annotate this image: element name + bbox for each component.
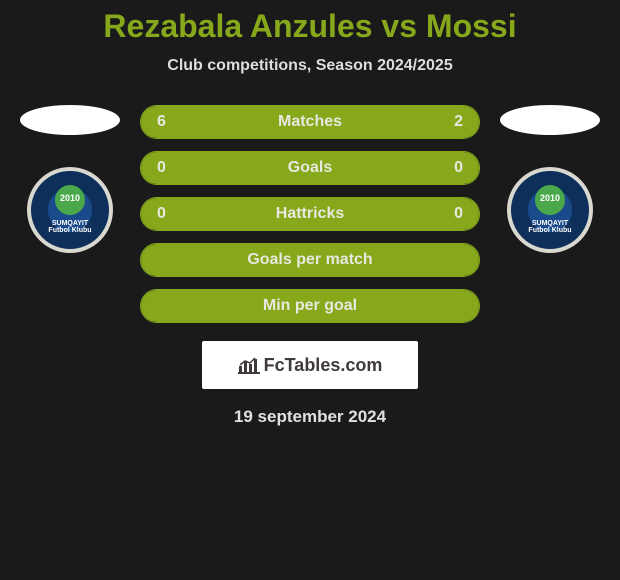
badge-year-right: 2010	[540, 193, 560, 203]
player-left-avatar-placeholder	[20, 105, 120, 135]
bar-mpg-label: Min per goal	[263, 297, 357, 315]
bar-hattricks-val-right: 0	[454, 205, 463, 223]
bar-matches-val-right: 2	[454, 113, 463, 131]
subtitle: Club competitions, Season 2024/2025	[0, 57, 620, 75]
watermark-text: FcTables.com	[264, 355, 383, 376]
player-left-club-badge: 2010 SUMQAYIT Futbol Klubu	[27, 167, 113, 253]
bar-matches-fill-right	[395, 106, 480, 138]
bar-goals-val-left: 0	[157, 159, 166, 177]
bar-gpm-label: Goals per match	[247, 251, 372, 269]
bar-hattricks-val-left: 0	[157, 205, 166, 223]
badge-year-left: 2010	[60, 193, 80, 203]
bar-goals-label: Goals	[288, 159, 332, 177]
bar-hattricks: 0 Hattricks 0	[140, 197, 480, 231]
bar-min-per-goal: Min per goal	[140, 289, 480, 323]
player-right-col: 2010 SUMQAYIT Futbol Klubu	[500, 105, 600, 253]
badge-text-left: SUMQAYIT Futbol Klubu	[48, 220, 91, 235]
bar-goals: 0 Goals 0	[140, 151, 480, 185]
watermark: FcTables.com	[202, 341, 418, 389]
player-right-avatar-placeholder	[500, 105, 600, 135]
badge-text-right: SUMQAYIT Futbol Klubu	[528, 220, 571, 235]
bar-goals-per-match: Goals per match	[140, 243, 480, 277]
date-text: 19 september 2024	[0, 407, 620, 427]
main-row: 2010 SUMQAYIT Futbol Klubu 6 Matches 2 0…	[0, 105, 620, 323]
comparison-card: Rezabala Anzules vs Mossi Club competiti…	[0, 0, 620, 427]
bar-matches-label: Matches	[278, 113, 342, 131]
bar-matches-val-left: 6	[157, 113, 166, 131]
bar-matches-fill-left	[141, 106, 395, 138]
bar-goals-val-right: 0	[454, 159, 463, 177]
player-right-club-badge: 2010 SUMQAYIT Futbol Klubu	[507, 167, 593, 253]
player-left-col: 2010 SUMQAYIT Futbol Klubu	[20, 105, 120, 253]
bar-hattricks-label: Hattricks	[276, 205, 344, 223]
page-title: Rezabala Anzules vs Mossi	[0, 8, 620, 45]
bar-matches: 6 Matches 2	[140, 105, 480, 139]
stat-bars: 6 Matches 2 0 Goals 0 0 Hattricks 0 Goal…	[140, 105, 480, 323]
chart-icon	[238, 356, 260, 374]
